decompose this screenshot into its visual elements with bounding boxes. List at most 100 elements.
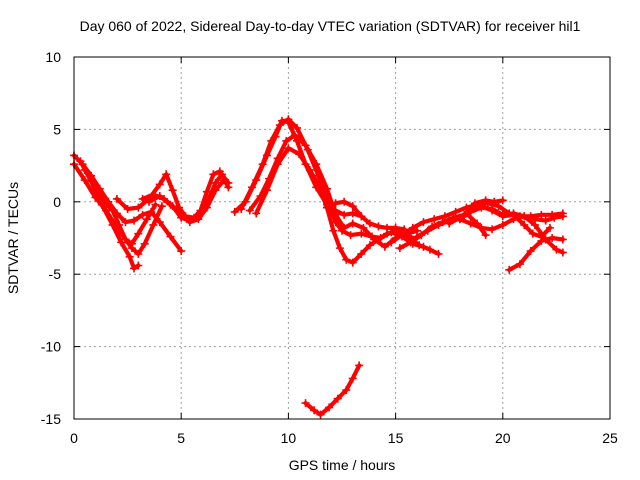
data-point (258, 160, 267, 169)
y-tick-label: 0 (53, 194, 61, 210)
data-point (509, 209, 518, 218)
data-point (340, 197, 349, 206)
series-track-19 (505, 234, 567, 274)
data-point (387, 238, 396, 247)
data-point (440, 212, 449, 221)
data-point (548, 234, 557, 242)
data-point (481, 231, 490, 240)
data-point (494, 202, 503, 211)
data-point (290, 131, 299, 140)
data-point (348, 219, 357, 228)
data-point (145, 197, 154, 206)
y-tick-label: -5 (49, 266, 62, 282)
data-point (117, 238, 126, 247)
data-point (151, 200, 160, 209)
data-point (185, 218, 194, 227)
data-point (434, 220, 443, 229)
data-point (380, 242, 389, 251)
data-point (331, 199, 340, 208)
data-point (498, 220, 507, 229)
data-point (140, 239, 149, 248)
data-point (149, 220, 158, 229)
data-point (430, 215, 439, 224)
data-point (301, 141, 310, 150)
data-point (217, 170, 226, 179)
data-point (162, 170, 171, 179)
data-point (470, 199, 479, 208)
data-point (138, 194, 147, 203)
data-point (134, 203, 143, 212)
y-axis-label: SDTVAR / TECUs (5, 182, 21, 294)
data-point (423, 226, 432, 235)
data-point (545, 223, 554, 232)
data-point (462, 209, 471, 218)
data-point (134, 261, 143, 270)
data-point (406, 238, 415, 247)
data-point (383, 223, 392, 232)
data-point (348, 209, 357, 218)
data-point (505, 265, 514, 274)
data-point (451, 207, 460, 216)
x-axis-label: GPS time / hours (289, 457, 396, 473)
data-point (413, 232, 422, 241)
data-point (100, 197, 109, 206)
series-track-4 (80, 165, 160, 248)
data-point (357, 229, 366, 238)
data-point (284, 144, 293, 153)
grid-layer (74, 57, 610, 419)
data-point (76, 157, 85, 166)
data-point (342, 386, 351, 395)
data-point (329, 226, 338, 235)
data-point (481, 196, 490, 205)
data-point (322, 184, 331, 193)
x-tick-label: 10 (281, 430, 297, 446)
data-point (340, 210, 349, 219)
data-point (537, 210, 546, 219)
data-point (166, 200, 175, 209)
series-track-12 (322, 197, 417, 244)
x-tick-label: 25 (602, 430, 618, 446)
x-tick-label: 5 (177, 430, 185, 446)
data-point (365, 241, 374, 250)
data-point (520, 220, 529, 229)
series-track-17 (455, 203, 567, 257)
data-point (515, 260, 524, 269)
data-point (498, 210, 507, 219)
x-tick-label: 20 (495, 430, 511, 446)
data-point (434, 249, 443, 258)
data-point (552, 245, 561, 254)
data-point (550, 213, 559, 222)
data-point (331, 210, 340, 219)
data-point (177, 247, 186, 256)
series-line (507, 235, 565, 272)
data-point (415, 241, 424, 250)
data-point (157, 202, 166, 211)
data-point (310, 406, 319, 415)
data-point (357, 212, 366, 221)
data-point (490, 197, 499, 206)
data-point (357, 249, 366, 258)
data-point (211, 186, 220, 195)
data-point (342, 255, 351, 264)
data-point (273, 160, 282, 169)
series-track-18 (462, 209, 490, 240)
data-point (134, 249, 143, 258)
data-point (455, 215, 464, 224)
data-point (237, 205, 246, 214)
data-point (91, 183, 100, 192)
data-point (398, 231, 407, 240)
data-point (325, 403, 334, 412)
data-point (346, 231, 355, 240)
data-point (247, 183, 256, 192)
data-point (275, 121, 284, 130)
y-tick-label: 5 (53, 121, 61, 137)
data-point (155, 218, 164, 227)
data-point (395, 244, 404, 253)
data-point (112, 194, 121, 203)
data-point (419, 218, 428, 227)
data-point (155, 180, 164, 189)
data-point (541, 216, 550, 225)
data-point (125, 252, 134, 261)
